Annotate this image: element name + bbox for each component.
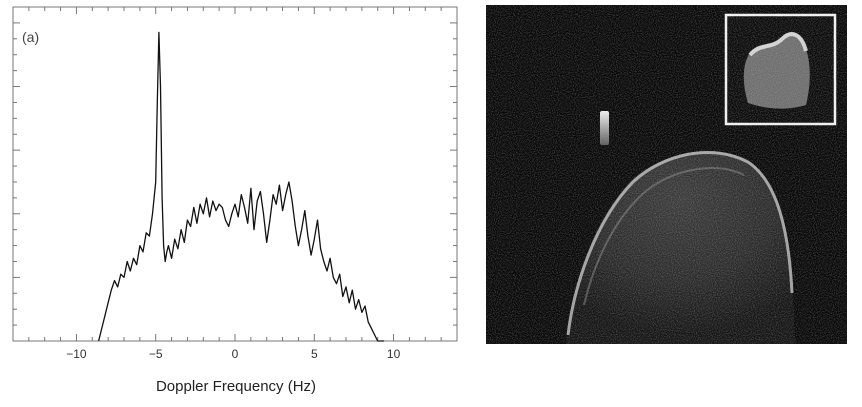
radar-image [486,5,847,344]
tick-layer: −10 −5 0 5 10 [13,7,457,361]
x-tick-label: −5 [149,347,163,361]
series-layer [97,31,385,342]
x-tick-label: 10 [387,347,401,361]
plot-frame [12,6,458,342]
x-axis-title: Doppler Frequency (Hz) [156,378,316,395]
x-tick-label: 5 [311,347,318,361]
spectrum-plot-svg: (a) −10 −5 0 5 10 Doppler Frequency (Hz) [12,6,458,395]
spectrum-line [97,31,385,342]
x-tick-label: 0 [232,347,239,361]
x-tick-label: −10 [66,347,87,361]
panel-label: (a) [22,29,39,45]
doppler-spectrum-chart: (a) −10 −5 0 5 10 Doppler Frequency (Hz) [12,6,458,395]
radar-noise [486,5,847,344]
radar-image-svg [486,5,847,344]
